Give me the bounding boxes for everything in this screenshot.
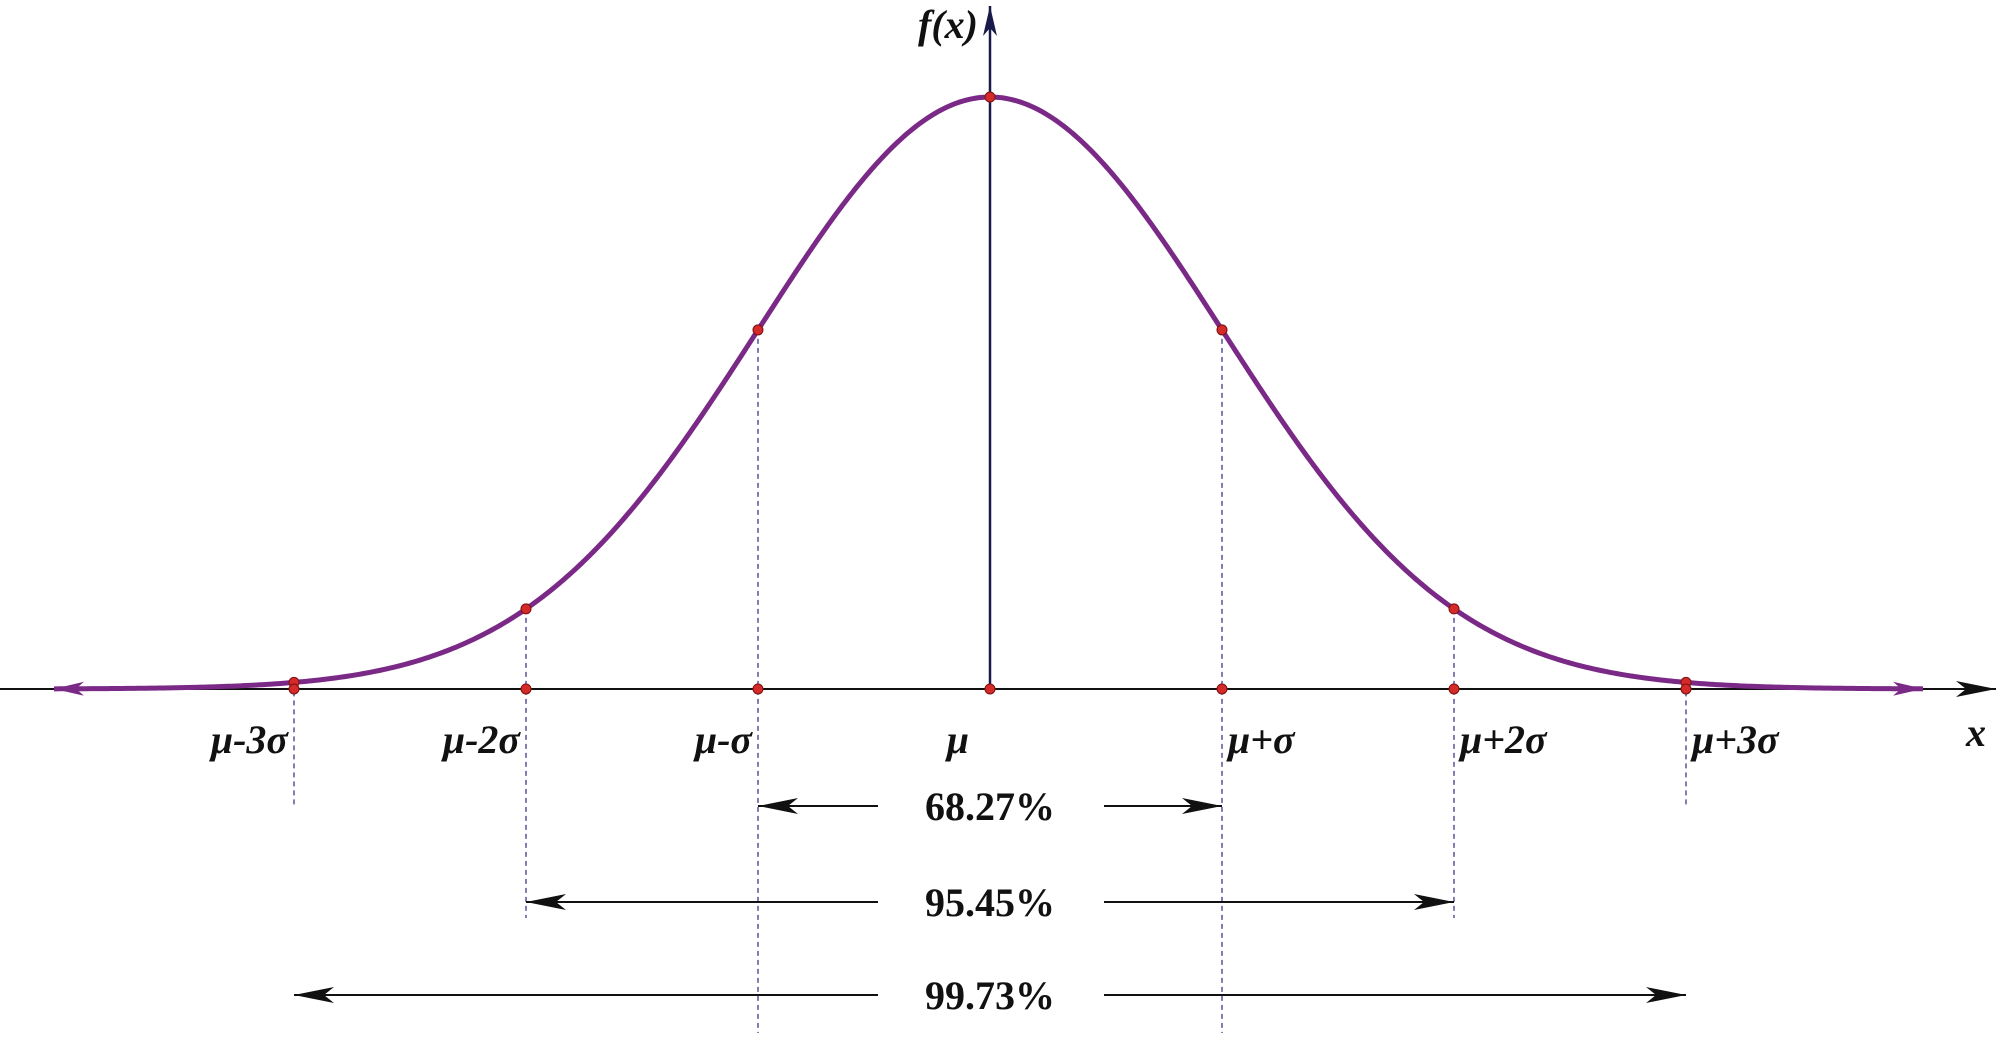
- x-label: μ-3σ: [209, 717, 290, 762]
- bell-curve: [53, 94, 1924, 696]
- interval-label: 99.73%: [925, 973, 1055, 1018]
- x-label: μ-2σ: [441, 717, 522, 762]
- axis-point: [520, 683, 532, 695]
- curve-point: [752, 324, 764, 336]
- x-label: μ+σ: [1226, 717, 1296, 762]
- x-axis-label: x: [1965, 710, 1986, 755]
- curve-point: [1216, 324, 1228, 336]
- curve-point: [1448, 603, 1460, 615]
- axis-point: [288, 683, 300, 695]
- x-label: μ-σ: [693, 717, 754, 762]
- axis-point: [1448, 683, 1460, 695]
- x-label: μ: [945, 717, 969, 762]
- axis-point: [752, 683, 764, 695]
- x-label: μ+2σ: [1458, 717, 1548, 762]
- interval-label: 68.27%: [925, 784, 1055, 829]
- axis-point: [1680, 683, 1692, 695]
- curve-point: [984, 91, 996, 103]
- y-axis-label: f(x): [918, 2, 978, 47]
- axis-point: [984, 683, 996, 695]
- curve-point: [520, 603, 532, 615]
- interval-label: 95.45%: [925, 880, 1055, 925]
- axis-point: [1216, 683, 1228, 695]
- x-label: μ+3σ: [1690, 717, 1780, 762]
